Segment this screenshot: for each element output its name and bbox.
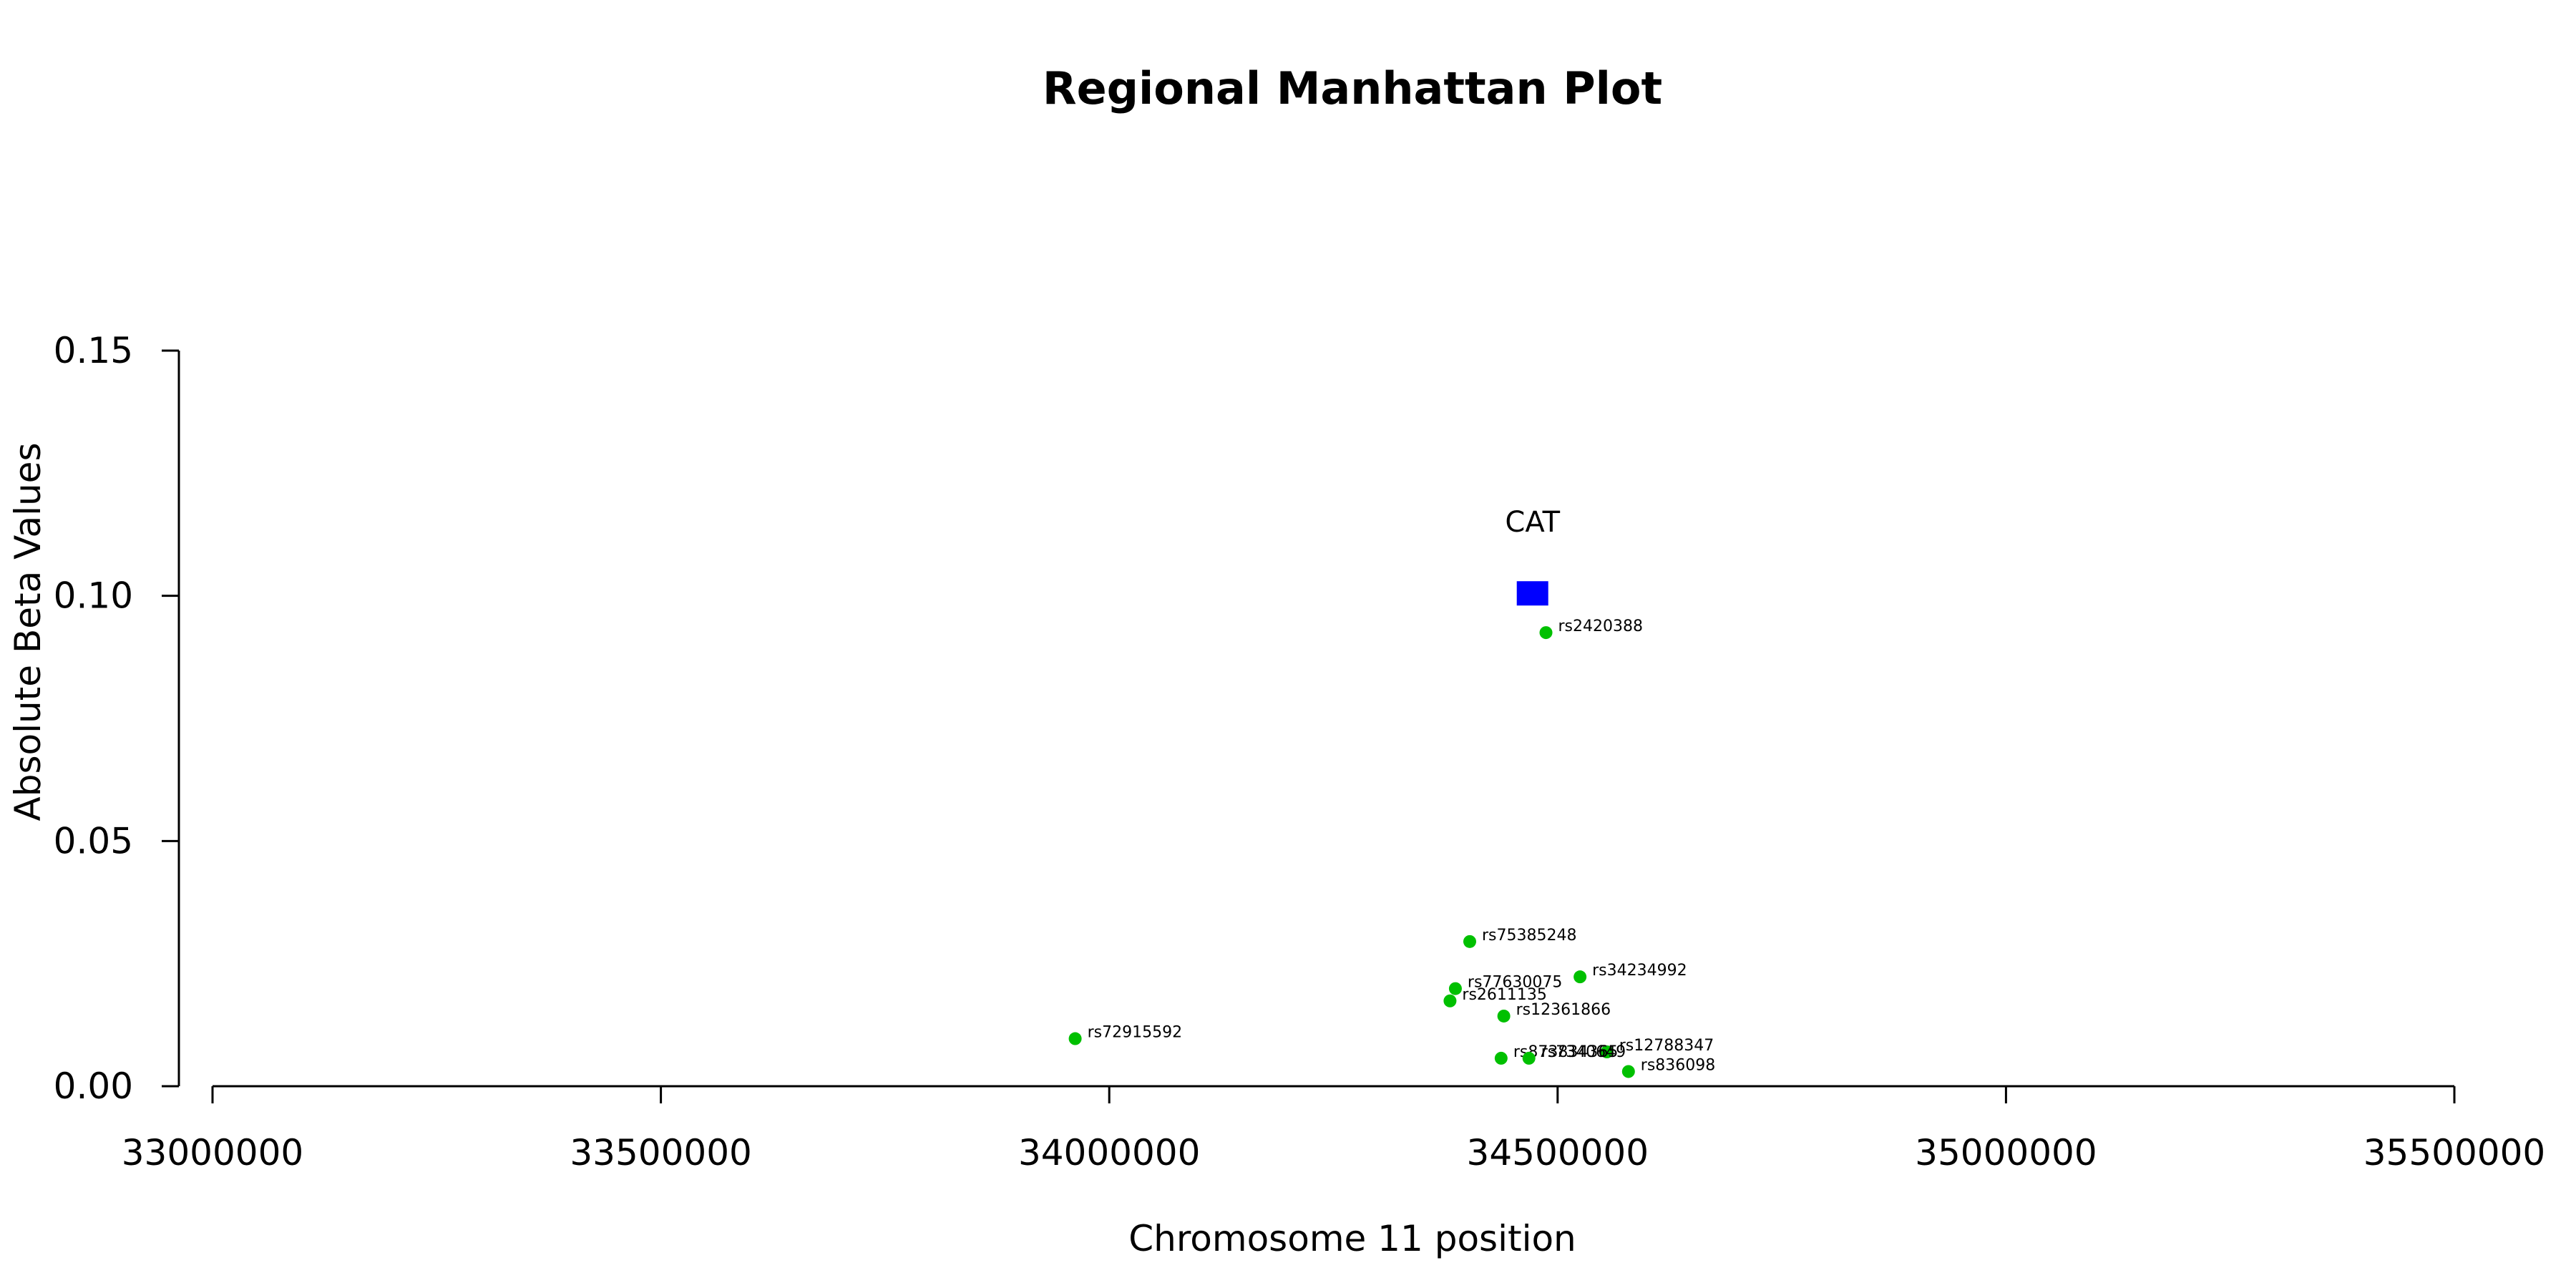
snp-label: rs7340649 [1541, 1043, 1626, 1061]
snp-point [1443, 994, 1457, 1008]
snp-point [1448, 982, 1462, 995]
chart-title: Regional Manhattan Plot [1043, 62, 1662, 114]
y-axis-label: Absolute Beta Values [7, 443, 49, 821]
snp-label: rs2420388 [1558, 618, 1644, 635]
y-axis: 0.00 0.05 0.10 0.15 [54, 330, 180, 1107]
snp-point [1621, 1065, 1635, 1078]
snp-label: rs12361866 [1516, 1001, 1611, 1019]
snp-point [1600, 1045, 1614, 1059]
x-tick-label: 35000000 [1915, 1132, 2097, 1174]
snp-label: rs836098 [1641, 1056, 1716, 1074]
gene-label: CAT [1505, 506, 1560, 539]
snp-point [1497, 1009, 1511, 1023]
x-tick-label: 33000000 [122, 1132, 304, 1174]
y-tick-label: 0.15 [54, 330, 133, 371]
snp-point [1463, 935, 1476, 948]
snp-point [1539, 626, 1553, 640]
snp-label: rs75385248 [1482, 927, 1576, 945]
y-tick-label: 0.00 [54, 1065, 133, 1107]
x-axis: 33000000 33500000 34000000 34500000 35000000… [122, 1085, 2546, 1174]
data-points: rs2420388rs75385248rs34234992rs77630075r… [1068, 506, 1716, 1078]
snp-label: rs77630075 [1468, 974, 1562, 992]
x-tick-label: 33500000 [570, 1132, 752, 1174]
gene-marker [1516, 581, 1548, 606]
snp-point [1522, 1051, 1536, 1065]
snp-label: rs34234992 [1592, 962, 1687, 980]
snp-point [1068, 1032, 1082, 1045]
snp-point [1494, 1051, 1508, 1065]
snp-label: rs2611135 [1462, 986, 1547, 1004]
snp-point [1574, 970, 1587, 984]
x-tick-label: 34500000 [1467, 1132, 1649, 1174]
y-tick-label: 0.05 [54, 820, 133, 862]
x-tick-label: 34000000 [1018, 1132, 1201, 1174]
snp-label: rs72915592 [1088, 1024, 1182, 1042]
x-tick-label: 35500000 [2363, 1132, 2546, 1174]
x-axis-label: Chromosome 11 position [1128, 1218, 1576, 1259]
y-tick-label: 0.10 [54, 575, 133, 617]
snp-label: rs12788347 [1619, 1037, 1714, 1055]
